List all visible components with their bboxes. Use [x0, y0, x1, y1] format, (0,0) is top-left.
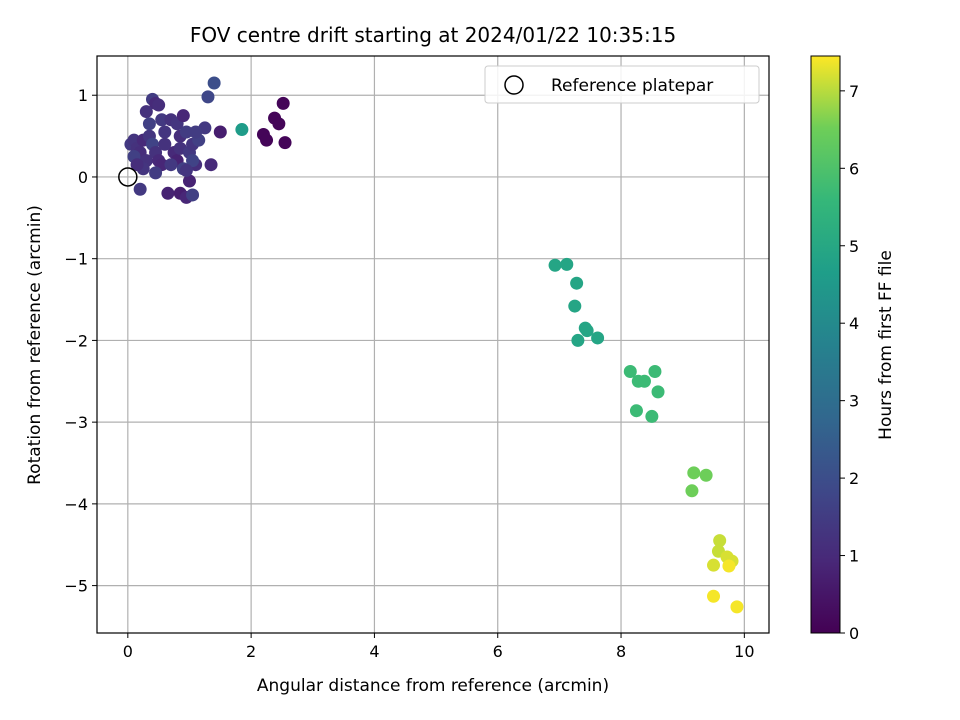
data-point	[235, 123, 249, 137]
data-point	[276, 96, 290, 110]
colorbar-tick-label: 4	[849, 314, 859, 333]
data-point	[685, 484, 699, 498]
data-point	[186, 188, 200, 202]
colorbar-tick-label: 1	[849, 547, 859, 566]
data-point	[560, 257, 574, 271]
data-point	[164, 158, 178, 172]
y-tick-label: −1	[64, 250, 88, 269]
data-point	[155, 113, 169, 127]
data-point	[158, 137, 172, 151]
data-point	[130, 158, 144, 172]
data-point	[730, 600, 744, 614]
data-point	[139, 105, 153, 119]
y-tick-label: −2	[64, 331, 88, 350]
legend-box	[484, 65, 760, 104]
x-tick-label: 8	[616, 642, 626, 661]
data-point	[591, 331, 605, 345]
colorbar-gradient	[810, 55, 841, 634]
data-point	[707, 589, 721, 603]
plot-frame	[96, 55, 770, 634]
data-point	[189, 125, 203, 139]
data-point	[570, 276, 584, 290]
data-point	[158, 125, 172, 139]
data-point	[687, 466, 701, 480]
data-point	[161, 186, 175, 200]
data-point	[637, 374, 651, 388]
y-axis-label: Rotation from reference (arcmin)	[25, 205, 45, 485]
chart-title: FOV centre drift starting at 2024/01/22 …	[190, 23, 676, 47]
data-point	[278, 136, 292, 150]
legend: Reference platepar	[484, 65, 760, 104]
data-point	[629, 404, 643, 418]
reference-point	[118, 167, 138, 187]
data-point	[272, 117, 286, 131]
y-tick-label: 0	[78, 168, 88, 187]
legend-marker	[504, 75, 524, 95]
x-tick-label: 2	[246, 642, 256, 661]
x-tick-label: 0	[123, 642, 133, 661]
data-point	[568, 299, 582, 313]
colorbar-tick-label: 3	[849, 392, 859, 411]
data-point	[713, 534, 727, 548]
y-tick-label: −5	[64, 577, 88, 596]
x-tick-label: 6	[493, 642, 503, 661]
data-point	[207, 76, 221, 90]
data-point	[651, 385, 665, 399]
data-point	[179, 125, 193, 139]
colorbar-tick-label: 5	[849, 237, 859, 256]
data-point	[186, 154, 200, 168]
data-point	[201, 90, 215, 104]
data-point	[204, 158, 218, 172]
data-point	[179, 163, 193, 177]
x-axis-label: Angular distance from reference (arcmin)	[257, 676, 609, 696]
x-tick-label: 4	[369, 642, 379, 661]
data-point	[149, 166, 163, 180]
data-point	[707, 558, 721, 572]
data-point	[648, 364, 662, 378]
y-tick-label: 1	[78, 86, 88, 105]
x-tick-label: 10	[734, 642, 754, 661]
data-point	[260, 133, 274, 147]
legend-entry: Reference platepar	[551, 76, 713, 96]
reference-marker	[118, 167, 138, 187]
x-axis-ticks: 0 2 4 6 8 10	[123, 633, 755, 661]
colorbar: 0 1 2 3 4 5 6 7 Hours from first FF file	[810, 55, 896, 643]
data-point	[213, 125, 227, 139]
data-point	[142, 117, 156, 131]
y-axis-ticks: 1 0 −1 −2 −3 −4 −5	[64, 86, 97, 596]
data-point	[645, 409, 659, 423]
data-point	[571, 333, 585, 347]
colorbar-tick-label: 6	[849, 159, 859, 178]
data-point	[580, 324, 594, 338]
colorbar-tick-label: 0	[849, 624, 859, 643]
data-points	[124, 76, 744, 614]
data-point	[623, 364, 637, 378]
data-point	[182, 174, 196, 188]
data-point	[133, 182, 147, 196]
data-point	[548, 258, 562, 272]
colorbar-tick-label: 7	[849, 82, 859, 101]
colorbar-ticks: 0 1 2 3 4 5 6 7	[840, 82, 859, 643]
data-point	[152, 98, 166, 112]
colorbar-tick-label: 2	[849, 469, 859, 488]
data-point	[699, 468, 713, 482]
data-point	[722, 559, 736, 573]
data-point	[176, 109, 190, 123]
y-tick-label: −3	[64, 413, 88, 432]
grid-lines	[97, 56, 769, 633]
colorbar-label: Hours from first FF file	[876, 250, 896, 440]
y-tick-label: −4	[64, 495, 88, 514]
